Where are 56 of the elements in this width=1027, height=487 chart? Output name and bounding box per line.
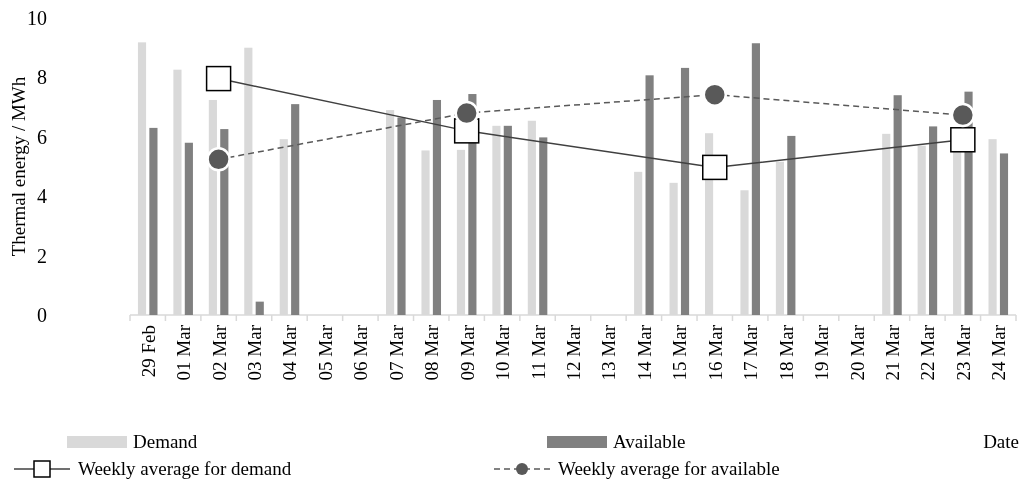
y-tick-label: 6 xyxy=(37,125,47,148)
x-tick-label: 10 Mar xyxy=(492,324,514,381)
y-tick-label: 2 xyxy=(37,244,47,267)
bar xyxy=(645,75,654,315)
bar xyxy=(255,301,264,315)
x-tick-label: 22 Mar xyxy=(917,324,939,381)
x-tick-label: 08 Mar xyxy=(421,324,443,381)
x-tick-label: 12 Mar xyxy=(563,324,584,381)
bar xyxy=(432,99,442,315)
x-tick-label: 24 Mar xyxy=(988,324,1010,381)
point xyxy=(950,102,976,128)
legend-label: Weekly average for demand xyxy=(78,458,292,479)
y-tick-label: 8 xyxy=(37,66,47,89)
bar xyxy=(929,126,938,315)
x-tick-label: 13 Mar xyxy=(598,324,620,381)
y-tick-label: 10 xyxy=(27,7,47,29)
legend-label: Weekly average for available xyxy=(558,458,780,479)
x-tick-label: 06 Mar xyxy=(350,324,372,381)
bar xyxy=(149,127,158,315)
x-tick-label: 20 Mar xyxy=(846,324,868,381)
bar xyxy=(503,125,512,315)
x-tick-label: 01 Mar xyxy=(173,324,195,381)
x-tick-label: 19 Mar xyxy=(811,324,833,381)
x-tick-label: 03 Mar xyxy=(244,324,266,381)
point xyxy=(206,147,231,172)
x-tick-label: 21 Mar xyxy=(881,324,903,381)
y-axis-title: Thermal energy / MWh xyxy=(8,76,29,257)
x-tick-label: 14 Mar xyxy=(633,324,655,381)
x-tick-label: 09 Mar xyxy=(456,324,478,381)
x-tick-label: 07 Mar xyxy=(385,324,407,381)
bar xyxy=(539,137,548,315)
x-axis-title: Date xyxy=(983,431,1019,452)
point xyxy=(702,82,728,107)
x-tick-label: 11 Mar xyxy=(527,324,549,380)
x-tick-label: 04 Mar xyxy=(279,324,301,381)
legend-label: Demand xyxy=(133,431,198,452)
x-tick-label: 18 Mar xyxy=(775,324,797,381)
bar xyxy=(999,153,1009,315)
x-tick-label: 16 Mar xyxy=(704,324,726,381)
x-tick-label: 05 Mar xyxy=(314,324,336,381)
bar xyxy=(751,43,760,315)
bar xyxy=(680,67,690,315)
x-tick-label: 23 Mar xyxy=(952,324,974,381)
bar xyxy=(893,95,902,315)
bar xyxy=(397,117,406,315)
x-tick-label: 15 Mar xyxy=(669,324,691,381)
legend-label: Available xyxy=(613,431,686,452)
x-tick-label: 17 Mar xyxy=(740,324,762,381)
bar xyxy=(787,135,796,315)
bar xyxy=(184,142,193,315)
point xyxy=(454,100,479,126)
x-tick-label: 02 Mar xyxy=(208,324,230,381)
y-tick-label: 4 xyxy=(37,185,47,208)
bar xyxy=(291,104,300,315)
x-tick-label: 29 Feb xyxy=(137,325,159,378)
y-tick-label: 0 xyxy=(37,304,47,326)
